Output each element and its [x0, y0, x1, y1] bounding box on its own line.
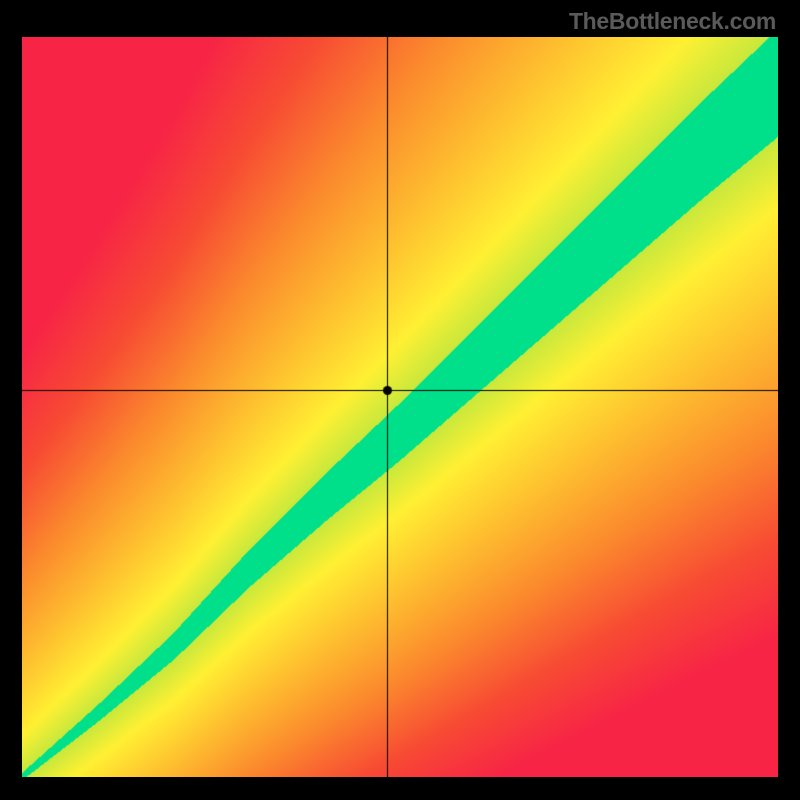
heatmap-canvas	[22, 37, 778, 777]
heatmap-plot	[22, 37, 778, 777]
chart-container: TheBottleneck.com	[0, 0, 800, 800]
watermark-label: TheBottleneck.com	[569, 8, 776, 35]
